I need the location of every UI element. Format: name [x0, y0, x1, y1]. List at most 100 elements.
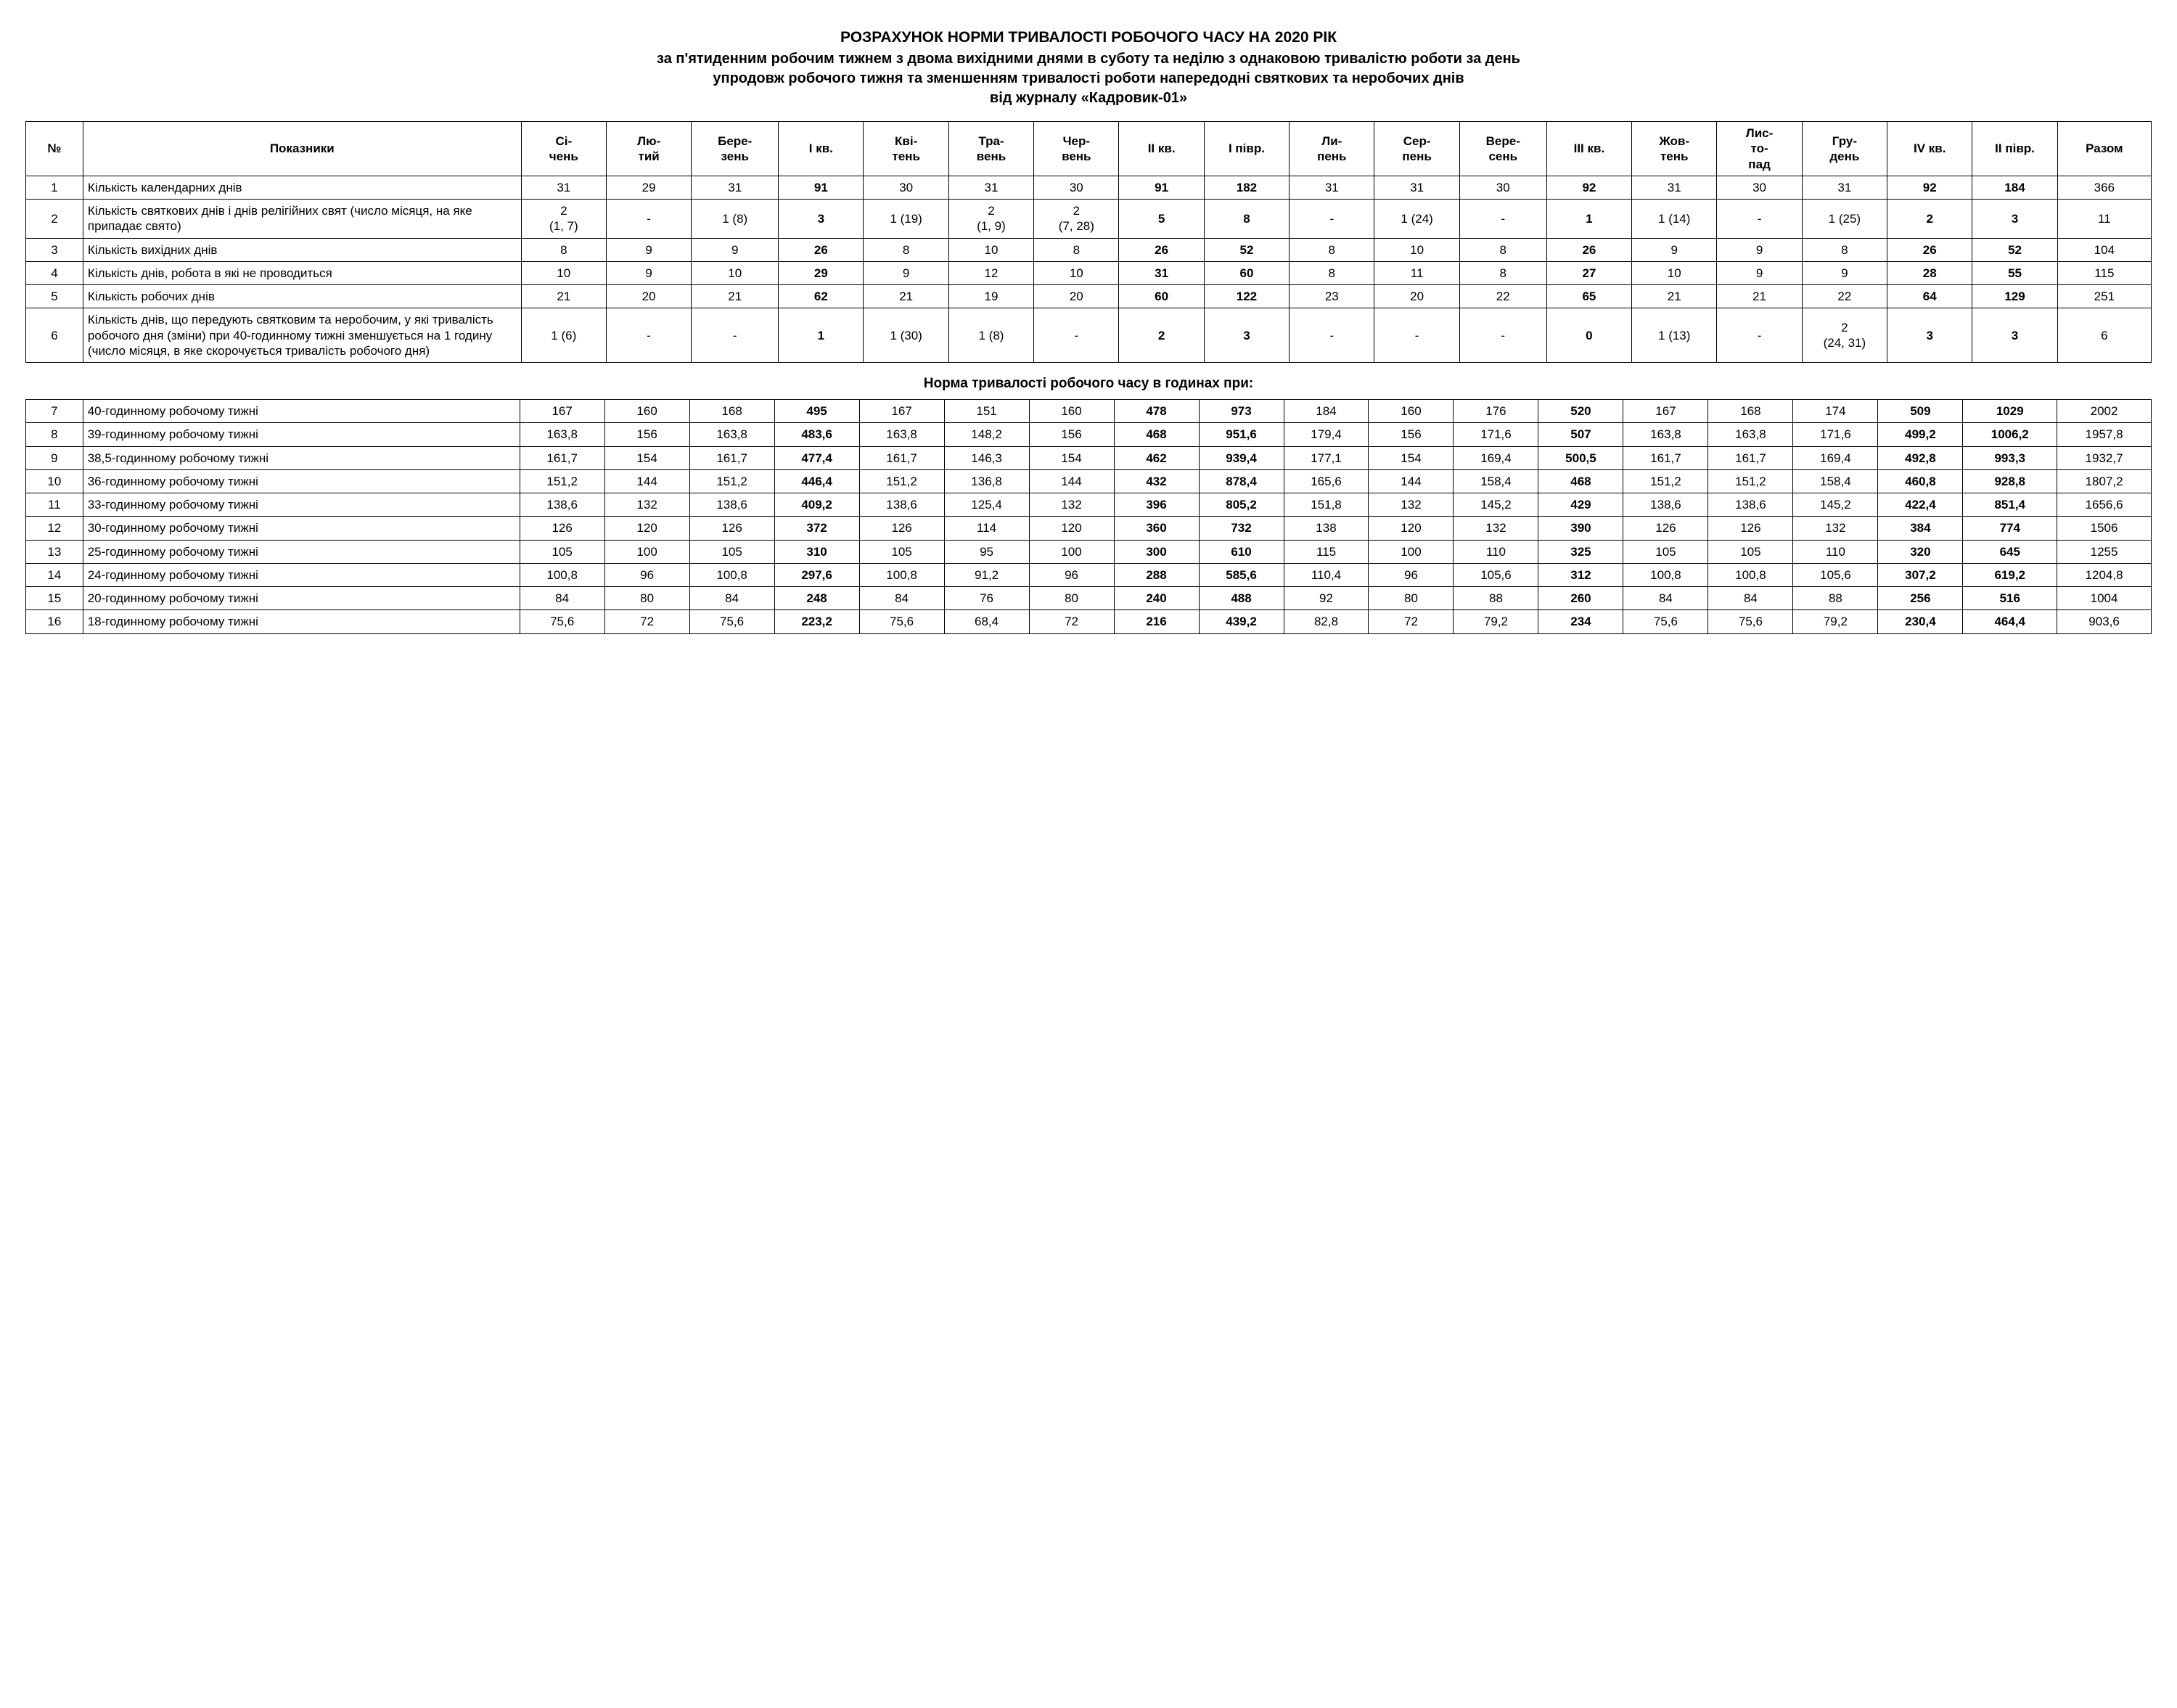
row-label: Кількість календарних днів [83, 176, 521, 199]
cell: 1255 [2057, 540, 2152, 563]
cell: 21 [864, 285, 948, 308]
cell: 132 [1369, 493, 1454, 517]
cell: 120 [604, 517, 689, 540]
cell: 161,7 [859, 446, 944, 469]
cell: 468 [1114, 423, 1199, 446]
cell: 8 [1459, 238, 1546, 261]
cell: - [1290, 200, 1374, 239]
cell: 115 [2057, 261, 2151, 284]
header-col: Кві-тень [864, 122, 948, 176]
cell: 3 [1204, 308, 1289, 363]
cell: 163,8 [1623, 423, 1708, 446]
row-label: 36-годинному робочому тижні [83, 469, 520, 493]
cell: 429 [1538, 493, 1623, 517]
title-sub-1: за п'ятиденним робочим тижнем з двома ви… [25, 49, 2152, 69]
cell: 230,4 [1878, 610, 1963, 633]
cell: 9 [1717, 238, 1802, 261]
cell: 366 [2057, 176, 2151, 199]
cell: 138,6 [520, 493, 604, 517]
cell: 154 [1369, 446, 1454, 469]
cell: 100,8 [520, 563, 604, 586]
cell: 64 [1887, 285, 1972, 308]
header-col: Сі-чень [521, 122, 606, 176]
cell: 27 [1546, 261, 1631, 284]
cell: 2 [1887, 200, 1972, 239]
cell: 91,2 [944, 563, 1029, 586]
table-row: 740-годинному робочому тижні167160168495… [26, 400, 2152, 423]
row-num: 13 [26, 540, 83, 563]
row-label: 18-годинному робочому тижні [83, 610, 520, 633]
header-indicator: Показники [83, 122, 521, 176]
cell: 105,6 [1454, 563, 1538, 586]
cell: 120 [1029, 517, 1114, 540]
cell: 3 [779, 200, 864, 239]
cell: 20 [1374, 285, 1459, 308]
cell: - [1459, 200, 1546, 239]
cell: 132 [1793, 517, 1878, 540]
cell: 2(24, 31) [1802, 308, 1887, 363]
cell: 1 (8) [692, 200, 779, 239]
cell: 92 [1284, 587, 1369, 610]
cell: 75,6 [520, 610, 604, 633]
cell: 422,4 [1878, 493, 1963, 517]
title-main: РОЗРАХУНОК НОРМИ ТРИВАЛОСТІ РОБОЧОГО ЧАС… [25, 29, 2152, 46]
cell: 460,8 [1878, 469, 1963, 493]
cell: 92 [1887, 176, 1972, 199]
cell: 325 [1538, 540, 1623, 563]
row-label: 39-годинному робочому тижні [83, 423, 520, 446]
cell: 320 [1878, 540, 1963, 563]
cell: 851,4 [1963, 493, 2057, 517]
table-body-bottom: 740-годинному робочому тижні167160168495… [26, 400, 2152, 634]
cell: 167 [859, 400, 944, 423]
cell: 138,6 [859, 493, 944, 517]
cell: 75,6 [1623, 610, 1708, 633]
header-col: Сер-пень [1374, 122, 1459, 176]
cell: 91 [1119, 176, 1204, 199]
cell: 307,2 [1878, 563, 1963, 586]
cell: 610 [1199, 540, 1284, 563]
cell: 96 [604, 563, 689, 586]
cell: 477,4 [774, 446, 859, 469]
cell: 31 [948, 176, 1033, 199]
cell: 216 [1114, 610, 1199, 633]
cell: 3 [1887, 308, 1972, 363]
cell: 31 [692, 176, 779, 199]
cell: 240 [1114, 587, 1199, 610]
cell: 161,7 [520, 446, 604, 469]
cell: 223,2 [774, 610, 859, 633]
header-col: ІІ кв. [1119, 122, 1204, 176]
cell: 84 [859, 587, 944, 610]
cell: 151 [944, 400, 1029, 423]
cell: 174 [1793, 400, 1878, 423]
title-sub-2: упродовж робочого тижня та зменшенням тр… [25, 69, 2152, 89]
cell: 161,7 [1708, 446, 1793, 469]
cell: 509 [1878, 400, 1963, 423]
cell: 30 [864, 176, 948, 199]
cell: 492,8 [1878, 446, 1963, 469]
cell: 11 [2057, 200, 2151, 239]
row-label: 40-годинному робочому тижні [83, 400, 520, 423]
table-row: 1230-годинному робочому тижні12612012637… [26, 517, 2152, 540]
cell: 31 [1802, 176, 1887, 199]
table-row: 5Кількість робочих днів21202162211920601… [26, 285, 2152, 308]
cell: 495 [774, 400, 859, 423]
cell: 8 [521, 238, 606, 261]
cell: 163,8 [689, 423, 774, 446]
cell: 163,8 [520, 423, 604, 446]
cell: 8 [1290, 261, 1374, 284]
row-label: Кількість вихідних днів [83, 238, 521, 261]
cell: 129 [1972, 285, 2057, 308]
cell: 138,6 [1708, 493, 1793, 517]
cell: 468 [1538, 469, 1623, 493]
cell: 9 [692, 238, 779, 261]
table-row: 2 Кількість святкових днів і днів релігій… [26, 200, 2152, 239]
cell: 5 [1119, 200, 1204, 239]
cell: 20 [1034, 285, 1119, 308]
cell: 1 (8) [948, 308, 1033, 363]
cell: 446,4 [774, 469, 859, 493]
cell: 132 [1029, 493, 1114, 517]
cell: 126 [1623, 517, 1708, 540]
cell: - [1034, 308, 1119, 363]
row-label: Кількість святкових днів і днів релігійн… [83, 200, 521, 239]
cell: - [1717, 308, 1802, 363]
